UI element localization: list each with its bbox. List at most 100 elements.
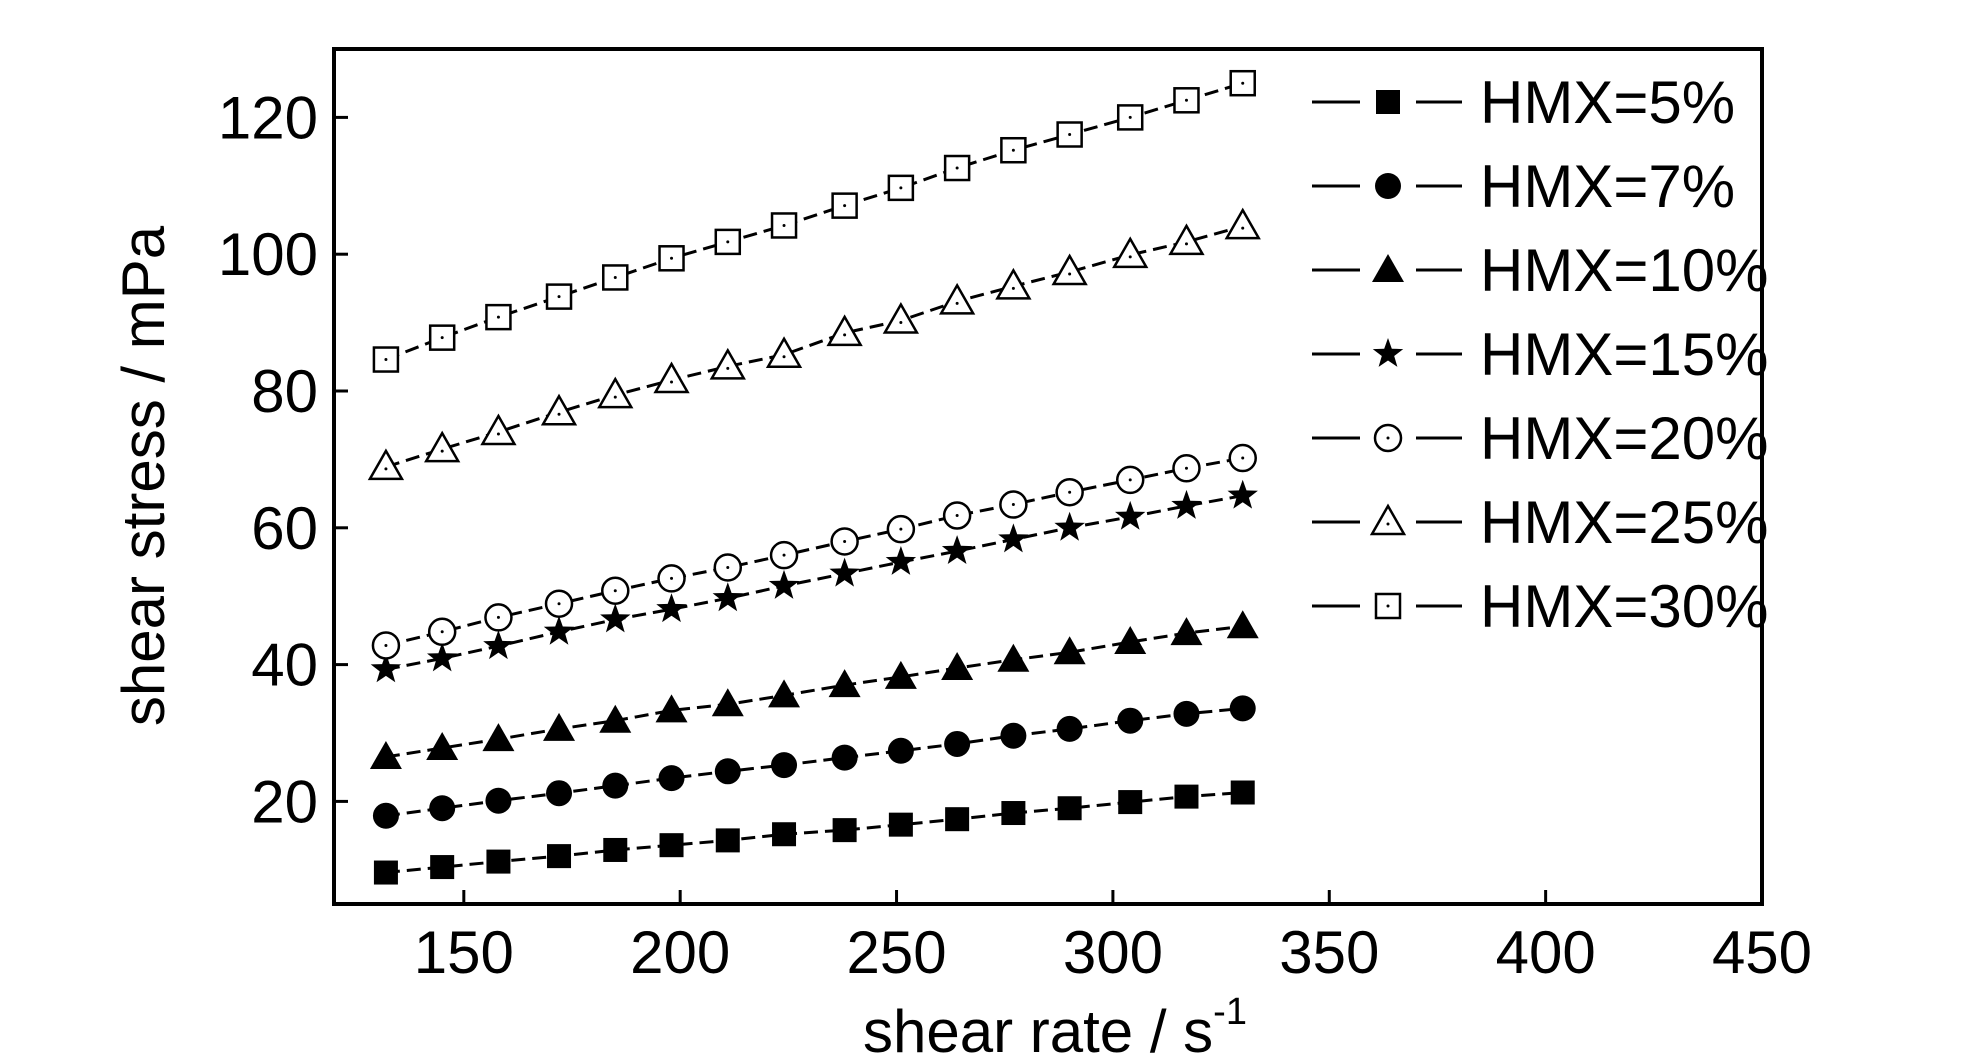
data-point-dot (1068, 133, 1072, 136)
y-axis-title: shear stress / mPa (110, 225, 177, 726)
data-point-dot (670, 256, 674, 260)
legend-marker (1372, 254, 1404, 282)
data-point-dot (1128, 115, 1132, 119)
data-point-dot (613, 275, 617, 279)
data-point (713, 553, 743, 582)
data-point (886, 514, 916, 544)
data-point-dot (726, 240, 730, 244)
data-point (600, 603, 631, 633)
data-point (371, 631, 401, 660)
series-line-7 (385, 81, 1244, 361)
legend-label: HMX=7% (1480, 153, 1735, 220)
data-point-dot (440, 630, 444, 634)
data-point-outline (653, 361, 690, 394)
legend-label: HMX=10% (1480, 237, 1768, 304)
data-point-dot (1241, 456, 1245, 460)
y-tick-label: 20 (251, 768, 318, 835)
data-point (941, 535, 973, 564)
legend-item: HMX=7% (1312, 153, 1735, 220)
data-point (656, 593, 687, 623)
data-point-outline (1112, 236, 1149, 269)
plot-frame (332, 47, 1764, 906)
data-point-dot (384, 358, 388, 362)
data-point (430, 855, 455, 880)
data-point (831, 744, 858, 771)
data-point (372, 346, 400, 373)
data-point-dot (843, 539, 847, 543)
data-point-outline (938, 282, 976, 315)
data-point-dot (557, 602, 561, 606)
data-point (1229, 695, 1256, 722)
data-point-dot (1128, 478, 1132, 482)
data-point (1174, 784, 1199, 809)
data-point-dot (1128, 255, 1132, 259)
y-tick-label: 80 (251, 358, 318, 425)
legend-marker-dot (1386, 436, 1390, 440)
data-point (602, 264, 629, 291)
data-point (658, 245, 685, 272)
data-point (547, 844, 572, 869)
data-point (995, 267, 1032, 300)
data-point (1000, 722, 1027, 749)
data-point (426, 732, 459, 761)
data-point (709, 347, 746, 380)
data-point (1168, 223, 1205, 256)
data-point (942, 501, 972, 530)
data-point (1229, 69, 1256, 97)
y-tick-label: 40 (251, 632, 318, 699)
data-point (941, 652, 974, 681)
data-point (1115, 465, 1145, 495)
data-point-outline (765, 336, 803, 368)
legend-marker-outline (1374, 592, 1402, 620)
data-point (369, 740, 402, 769)
series-7 (372, 69, 1256, 373)
data-point (828, 669, 861, 698)
data-point-dot (613, 395, 617, 399)
data-point-dot (843, 204, 847, 208)
data-point (1115, 500, 1146, 530)
data-point-dot (670, 380, 674, 384)
series-line-2 (385, 706, 1243, 818)
data-point-outline (826, 314, 863, 347)
data-point (482, 723, 515, 752)
data-point-dot (782, 355, 786, 359)
data-point (1056, 121, 1083, 148)
data-point-dot (557, 295, 561, 299)
data-point (1001, 801, 1026, 826)
data-point (882, 302, 920, 334)
data-point-outline (1168, 223, 1205, 256)
legend-item: HMX=30% (1312, 573, 1768, 640)
x-axis-title-text: shear rate / s (863, 998, 1213, 1062)
data-point (1118, 790, 1143, 815)
data-point (831, 192, 858, 219)
data-point (601, 576, 630, 605)
data-point-outline (1224, 207, 1261, 240)
data-point (714, 758, 741, 785)
data-point (945, 807, 970, 832)
data-point (885, 546, 917, 575)
data-point (1230, 780, 1255, 805)
data-point (658, 765, 685, 792)
data-point (1172, 454, 1201, 483)
data-point (429, 795, 456, 822)
data-point-dot (726, 565, 730, 569)
data-point-dot (496, 615, 500, 619)
data-point (832, 818, 857, 843)
data-point-dot (955, 166, 959, 170)
data-point (483, 630, 514, 660)
series-5 (371, 443, 1257, 660)
data-point (372, 802, 399, 829)
data-point (1170, 617, 1203, 646)
data-point (998, 523, 1029, 553)
legend-label: HMX=20% (1480, 405, 1768, 472)
series-2 (372, 695, 1256, 829)
series-4 (370, 479, 1258, 683)
data-point (543, 615, 575, 645)
data-point (1114, 626, 1147, 655)
data-point (887, 174, 915, 202)
data-point (711, 688, 744, 717)
data-point (480, 413, 517, 446)
series-1 (373, 780, 1255, 885)
data-point-dot (899, 527, 903, 531)
